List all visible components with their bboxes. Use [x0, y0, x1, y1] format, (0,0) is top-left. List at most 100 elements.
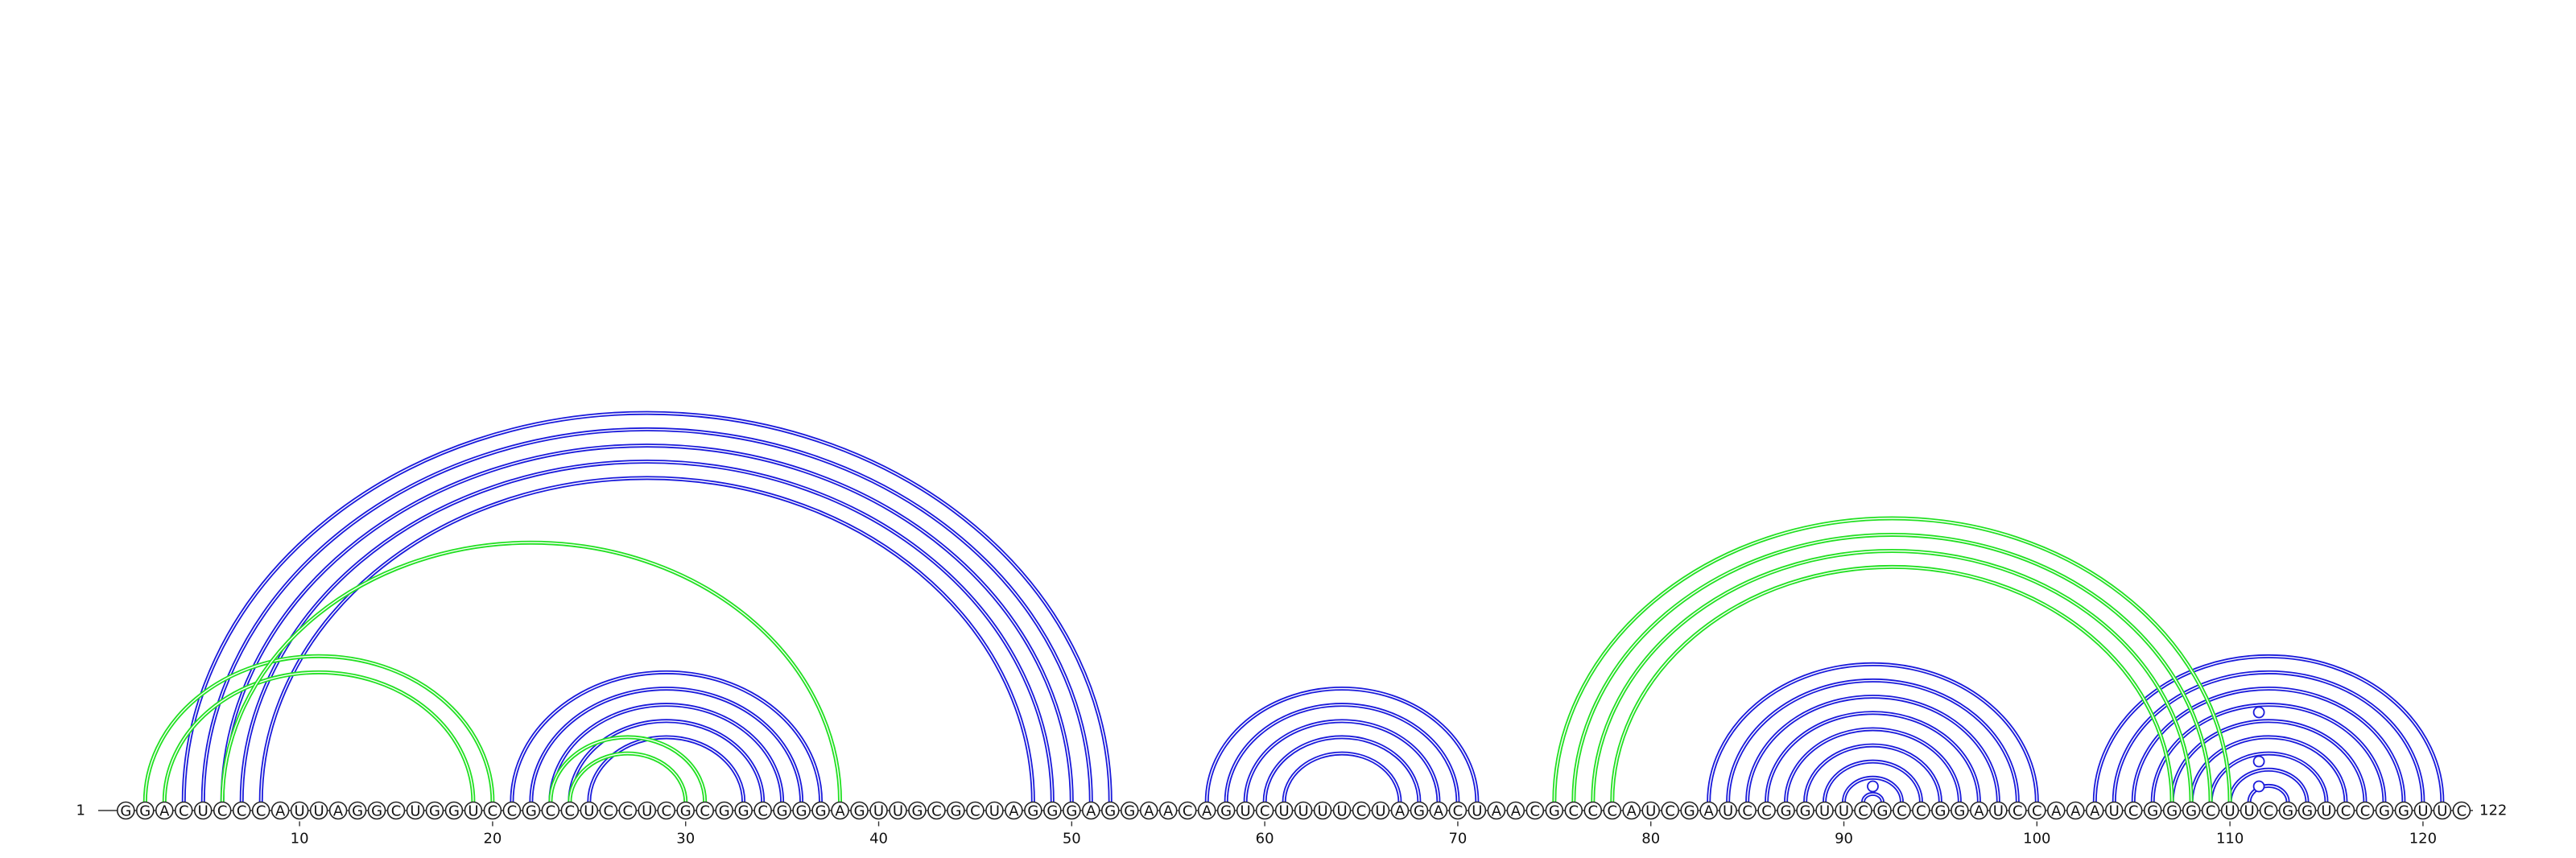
nucleotide-letter: G	[1066, 803, 1077, 820]
nucleotide-circle	[657, 801, 676, 820]
nucleotide-letter: C	[1453, 803, 1463, 820]
nucleotide-letter: A	[275, 803, 286, 820]
nucleotide-circle	[1641, 801, 1661, 820]
arc-highlight	[1862, 793, 1884, 803]
nucleotide-circle	[2355, 801, 2375, 820]
nucleotide-letter: A	[1627, 803, 1637, 820]
nucleotide-circle	[850, 801, 869, 820]
nucleotide-letter: C	[217, 803, 228, 820]
nucleotide-circle	[1835, 801, 1853, 820]
nucleotide-letter: C	[700, 803, 710, 820]
nucleotide-letter: A	[159, 803, 170, 820]
nucleotide-circle	[1100, 801, 1120, 820]
nucleotide-circle	[908, 801, 927, 820]
arc-highlight	[550, 703, 783, 803]
nucleotide-letter: A	[2051, 803, 2062, 820]
nucleotide-letter: U	[1839, 803, 1849, 820]
nucleotide-letter: U	[893, 803, 903, 820]
nucleotide-circle	[2375, 801, 2394, 820]
arc-highlight	[1573, 534, 2211, 803]
nucleotide-circle	[2104, 801, 2124, 820]
nucleotide-circle	[1294, 801, 1313, 820]
nucleotide-circle	[1448, 801, 1468, 820]
nucleotide-letter: A	[2070, 803, 2081, 820]
nucleotide-letter: A	[1703, 803, 1714, 820]
nucleotide-circle	[2085, 801, 2104, 820]
arc-highlight	[588, 736, 745, 803]
nucleotide-circle	[1893, 801, 1911, 820]
arc-highlight	[183, 412, 1111, 803]
arc-highlight	[1225, 703, 1459, 803]
nucleotide-circle	[425, 801, 444, 820]
nucleotide-circle	[1680, 801, 1699, 820]
nucleotide-letter: G	[1027, 803, 1038, 820]
green-arc	[1571, 532, 2213, 804]
nucleotide-letter: C	[1897, 803, 1907, 820]
nucleotide-letter: G	[2398, 803, 2409, 820]
nucleotide-letter: U	[198, 803, 208, 820]
arc-highlight	[1245, 720, 1439, 803]
nucleotide-circle	[367, 801, 386, 820]
nucleotide-circle	[2162, 801, 2182, 820]
end-position-label: 122	[2479, 802, 2507, 819]
nucleotide-circle	[2240, 801, 2259, 820]
nucleotide-circle	[1313, 801, 1332, 820]
nucleotide-circle	[541, 801, 560, 820]
nucleotide-circle	[1332, 801, 1352, 820]
arc-highlight	[221, 542, 841, 803]
nucleotide-circle	[1815, 801, 1834, 820]
arc-highlight	[1206, 687, 1478, 803]
nucleotide-letter: G	[854, 803, 865, 820]
nucleotide-letter: U	[1819, 803, 1830, 820]
nucleotide-letter: U	[873, 803, 884, 820]
nucleotide-circle	[2278, 801, 2297, 820]
nucleotide-circle	[2317, 801, 2336, 820]
nucleotide-circle	[1661, 801, 1679, 820]
nucleotide-circle	[309, 801, 328, 820]
nucleotide-circle	[1970, 801, 1988, 820]
nucleotide-circle	[117, 801, 135, 820]
hairpin-marker-icon	[2252, 706, 2265, 719]
nucleotide-letter: C	[1530, 803, 1541, 820]
arc-highlight	[530, 687, 803, 803]
nucleotide-letter: U	[1375, 803, 1385, 820]
blue-arc	[200, 427, 1093, 804]
arc-highlight	[1554, 518, 2231, 803]
arc-highlight	[2248, 785, 2289, 803]
nucleotide-circle	[811, 801, 830, 820]
nucleotide-letter: C	[546, 803, 556, 820]
nucleotide-circle	[155, 801, 174, 820]
nucleotide-circle	[1951, 801, 1969, 820]
nucleotide-letter: U	[1723, 803, 1733, 820]
arc-highlight	[2210, 753, 2327, 803]
arc-highlight	[1707, 663, 2038, 803]
tick-label: 30	[676, 831, 695, 848]
nucleotide-letter: U	[2109, 803, 2120, 820]
nucleotide-circle	[290, 801, 309, 820]
arc-highlight	[1765, 712, 1980, 803]
nucleotide-circle	[2433, 801, 2452, 820]
tick-label: 10	[291, 831, 309, 848]
nucleotide-letter: C	[1761, 803, 1772, 820]
nucleotide-circle	[1912, 801, 1930, 820]
nucleotide-letter: C	[2013, 803, 2023, 820]
nucleotide-letter: C	[2264, 803, 2274, 820]
nucleotide-letter: G	[2282, 803, 2293, 820]
nucleotide-letter: C	[565, 803, 576, 820]
nucleotide-circle	[1545, 801, 1564, 820]
nucleotide-circle	[1622, 801, 1641, 820]
nucleotide-letter: C	[931, 803, 942, 820]
nucleotide-letter: A	[1434, 803, 1444, 820]
arc-highlight	[2229, 769, 2308, 803]
start-position-label: 1	[76, 802, 85, 819]
nucleotide-letter: C	[507, 803, 518, 820]
nucleotide-letter: U	[2244, 803, 2255, 820]
arc-highlight	[260, 477, 1034, 803]
tick-label: 90	[1835, 831, 1853, 848]
nucleotide-letter: A	[1202, 803, 1212, 820]
nucleotide-circle	[406, 801, 425, 820]
nucleotide-circle	[2220, 801, 2240, 820]
nucleotide-letter: U	[1645, 803, 1656, 820]
nucleotide-letter: A	[1009, 803, 1019, 820]
nucleotide-letter: U	[2225, 803, 2235, 820]
